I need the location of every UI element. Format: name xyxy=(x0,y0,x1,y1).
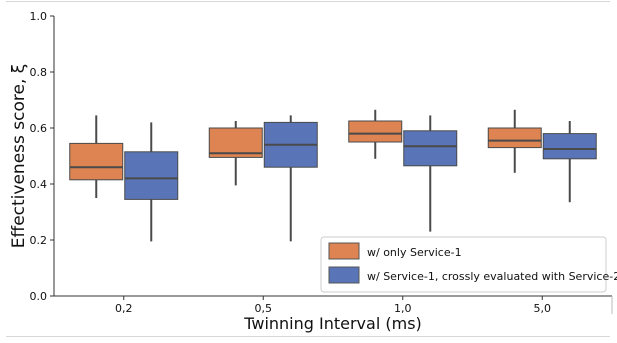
box-service1 xyxy=(69,115,124,198)
x-tick-label: 5,0 xyxy=(534,302,552,315)
x-tick-label: 1,0 xyxy=(394,302,412,315)
iqr-box xyxy=(69,142,124,181)
legend-swatch-service2 xyxy=(328,266,360,284)
legend-label-service2: w/ Service-1, crossly evaluated with Ser… xyxy=(367,270,617,283)
box-service1 xyxy=(348,109,403,159)
box-service1 xyxy=(208,121,263,186)
iqr-box xyxy=(124,151,179,200)
iqr-box xyxy=(542,133,597,160)
legend-label-service1: w/ only Service-1 xyxy=(367,246,462,259)
box-service2 xyxy=(124,122,179,242)
y-ticks: 0.0 0.2 0.4 0.6 0.8 1.0 xyxy=(30,10,54,303)
top-rule xyxy=(6,1,610,2)
box-service2 xyxy=(542,121,597,203)
boxes-layer xyxy=(69,109,597,242)
iqr-box xyxy=(348,120,403,143)
x-axis-label: Twinning Interval (ms) xyxy=(243,314,422,333)
x-tick-label: 0,5 xyxy=(255,302,273,315)
iqr-box xyxy=(487,127,542,149)
box-service2 xyxy=(263,115,318,242)
y-tick-label: 1.0 xyxy=(30,10,48,23)
y-tick-label: 0.6 xyxy=(30,122,48,135)
bottom-rule xyxy=(6,336,610,337)
legend-swatch-service1 xyxy=(328,242,360,260)
legend-box xyxy=(320,236,607,293)
box-service2 xyxy=(403,115,458,232)
y-tick-label: 0.0 xyxy=(30,290,48,303)
x-ticks: 0,2 0,5 1,0 5,0 xyxy=(115,296,551,315)
iqr-box xyxy=(403,130,458,167)
y-tick-label: 0.2 xyxy=(30,234,48,247)
box-service1 xyxy=(487,109,542,173)
legend: w/ only Service-1 w/ Service-1, crossly … xyxy=(320,236,617,293)
y-tick-label: 0.4 xyxy=(30,178,48,191)
y-tick-label: 0.8 xyxy=(30,66,48,79)
x-tick-label: 0,2 xyxy=(115,302,133,315)
y-axis-label: Effectiveness score, ξ xyxy=(9,64,29,249)
